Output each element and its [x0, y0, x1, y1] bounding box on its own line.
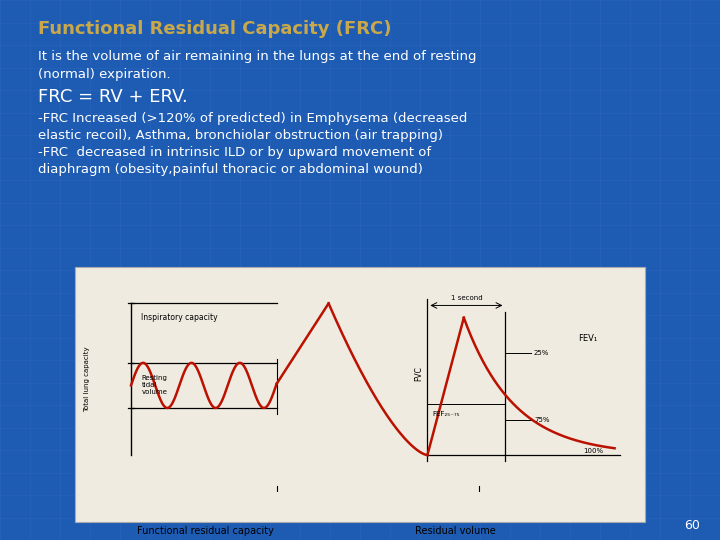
Text: 60: 60 — [684, 519, 700, 532]
Text: FRC = RV + ERV.: FRC = RV + ERV. — [38, 88, 188, 106]
Text: elastic recoil), Asthma, bronchiolar obstruction (air trapping): elastic recoil), Asthma, bronchiolar obs… — [38, 129, 443, 142]
Text: Functional residual capacity: Functional residual capacity — [137, 526, 274, 536]
Text: Resting
tidal
volume: Resting tidal volume — [141, 375, 167, 395]
Text: 100%: 100% — [583, 448, 603, 454]
Text: Residual volume: Residual volume — [415, 526, 495, 536]
Text: FVC: FVC — [415, 366, 423, 381]
Text: 75%: 75% — [534, 417, 549, 423]
Text: Functional Residual Capacity (FRC): Functional Residual Capacity (FRC) — [38, 20, 392, 38]
Text: -FRC  decreased in intrinsic ILD or by upward movement of: -FRC decreased in intrinsic ILD or by up… — [38, 146, 431, 159]
FancyBboxPatch shape — [75, 267, 645, 522]
Text: Inspiratory capacity: Inspiratory capacity — [141, 313, 218, 322]
Text: It is the volume of air remaining in the lungs at the end of resting: It is the volume of air remaining in the… — [38, 50, 477, 63]
Text: 1 second: 1 second — [451, 295, 482, 301]
Text: diaphragm (obesity,painful thoracic or abdominal wound): diaphragm (obesity,painful thoracic or a… — [38, 163, 423, 176]
Text: (normal) expiration.: (normal) expiration. — [38, 68, 171, 81]
Text: Total lung capacity: Total lung capacity — [84, 347, 90, 412]
Text: 25%: 25% — [534, 349, 549, 356]
Text: FEV₁: FEV₁ — [578, 334, 598, 343]
Text: -FRC Increased (>120% of predicted) in Emphysema (decreased: -FRC Increased (>120% of predicted) in E… — [38, 112, 467, 125]
Text: FEF₂₅₋₇₅: FEF₂₅₋₇₅ — [433, 411, 460, 417]
